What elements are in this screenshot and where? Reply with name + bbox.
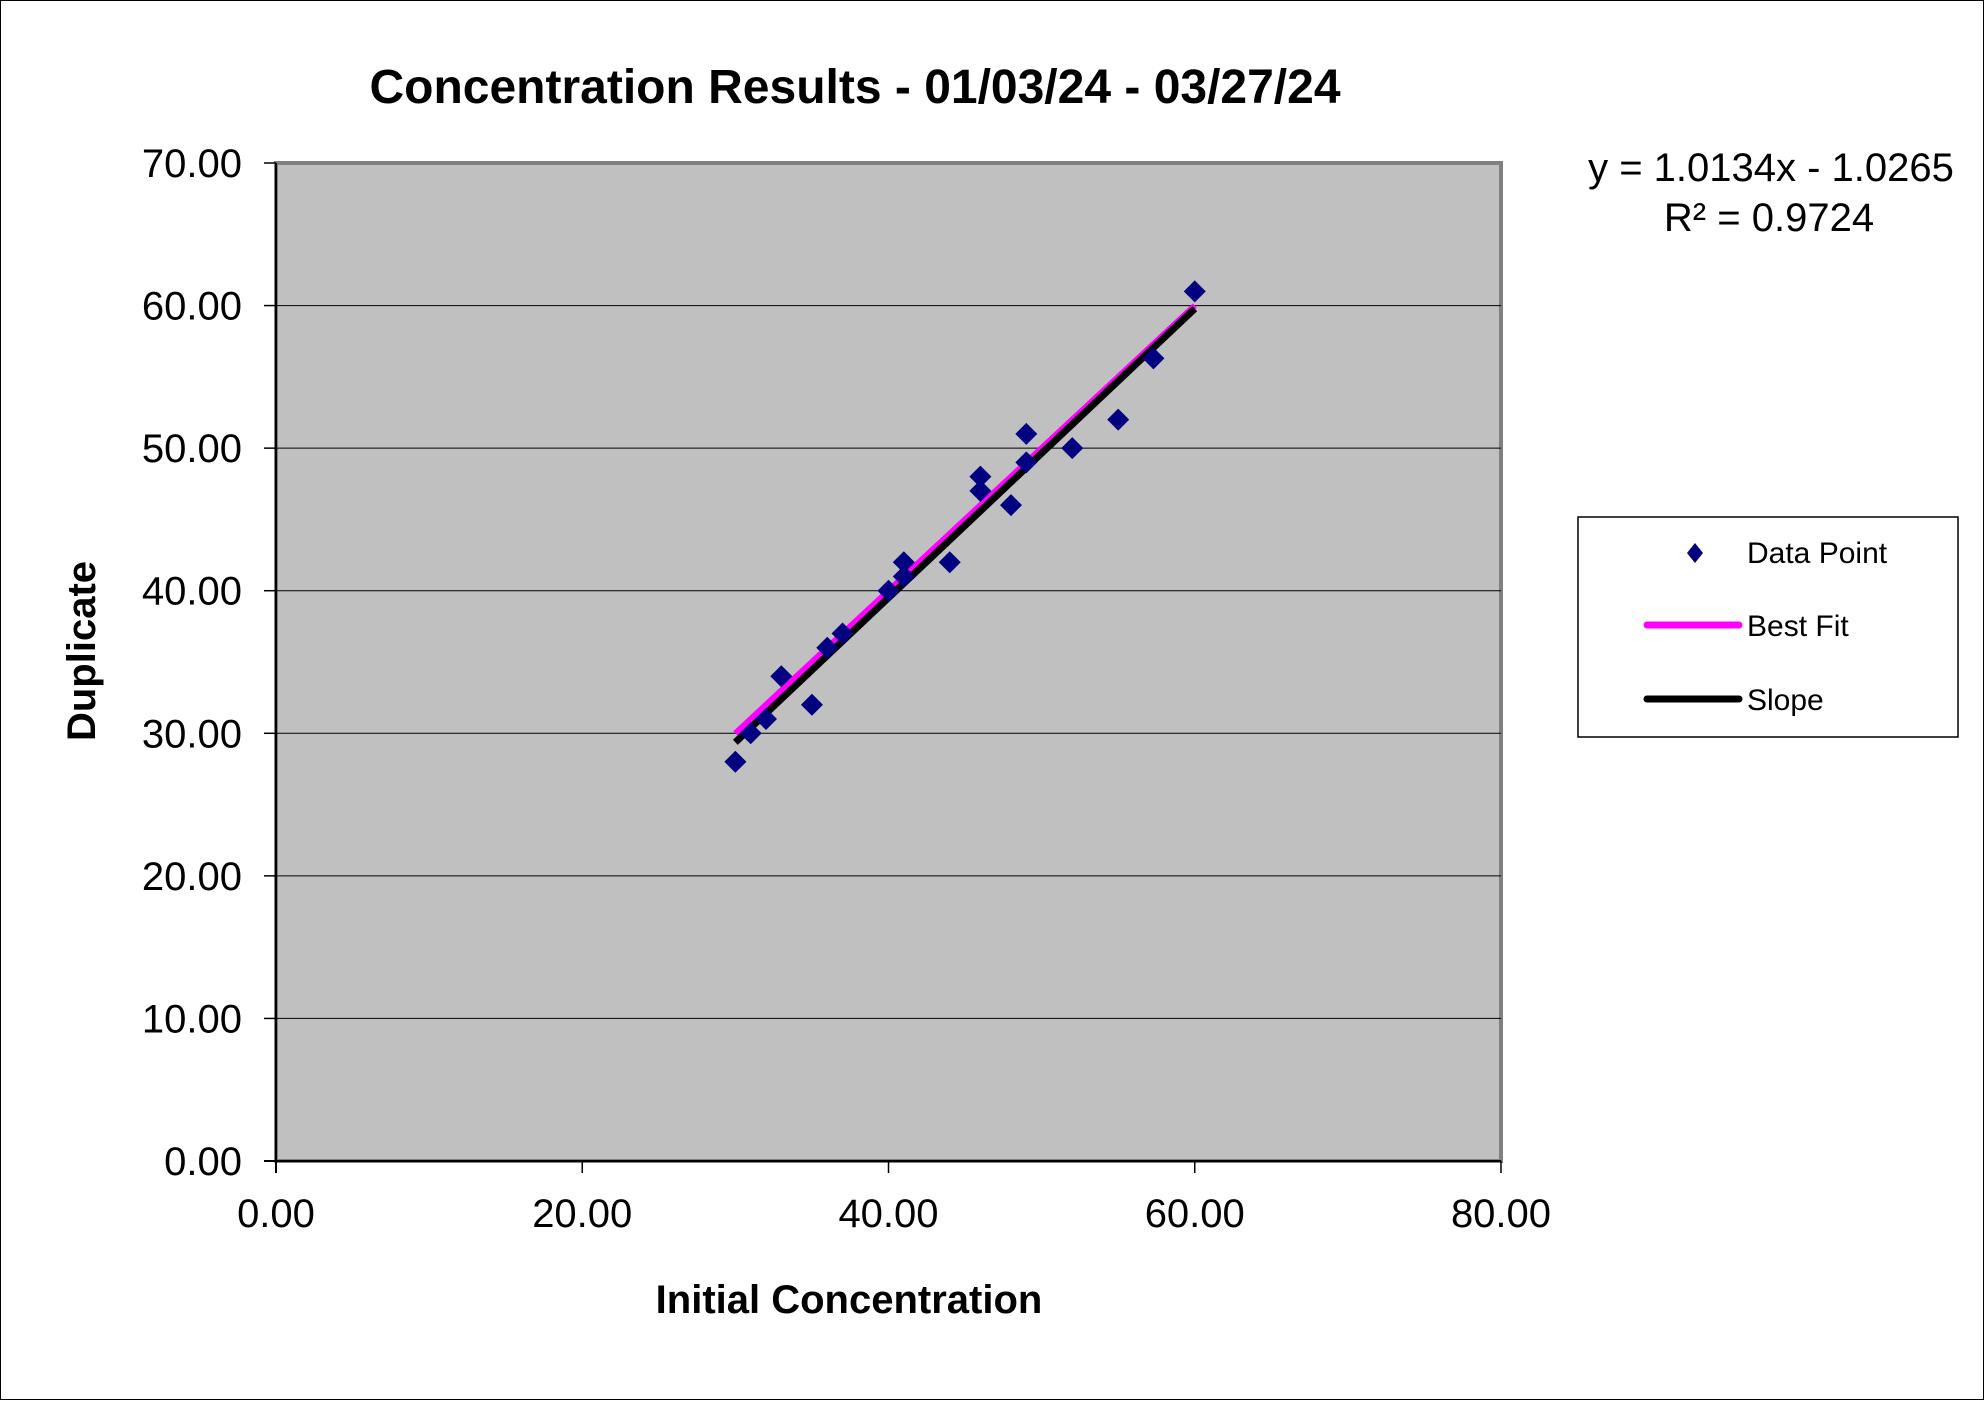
- x-tick-label: 60.00: [1145, 1192, 1245, 1236]
- x-tick-labels: 0.00 20.00 40.00 60.00 80.00: [237, 1192, 1551, 1236]
- data-point-marker: [1061, 437, 1084, 460]
- data-points: [724, 280, 1206, 773]
- y-axis-title: Duplicate: [60, 561, 104, 741]
- gridlines: [276, 305, 1501, 1019]
- r-squared-label: R² = 0.9724: [1664, 196, 1874, 240]
- data-point-marker: [816, 636, 839, 659]
- data-point-marker: [892, 565, 915, 588]
- legend-swatch-data-point: [1687, 543, 1703, 563]
- data-point-marker: [1142, 347, 1165, 370]
- data-point-marker: [831, 622, 854, 645]
- y-tick-label: 30.00: [142, 712, 242, 756]
- plot-area: [274, 161, 1503, 1163]
- y-tick-label: 10.00: [142, 997, 242, 1041]
- legend-label-slope: Slope: [1747, 684, 1824, 717]
- x-tick-label: 0.00: [237, 1192, 315, 1236]
- y-tick-label: 50.00: [142, 427, 242, 471]
- x-axis-title: Initial Concentration: [656, 1278, 1043, 1322]
- trend-lines: [732, 303, 1198, 745]
- data-point-marker: [892, 551, 915, 574]
- data-point-marker: [1015, 422, 1038, 445]
- data-point-marker: [1000, 494, 1022, 517]
- data-point-marker: [1107, 408, 1130, 431]
- y-tick-labels: 0.00 10.00 20.00 30.00 40.00 50.00 60.00 70.00: [142, 142, 242, 1184]
- data-point-marker: [969, 465, 992, 488]
- data-point-marker: [739, 722, 762, 745]
- x-tick-label: 40.00: [838, 1192, 938, 1236]
- y-tick-label: 20.00: [142, 855, 242, 899]
- data-point-marker: [877, 579, 900, 602]
- y-tick-label: 60.00: [142, 285, 242, 329]
- axes: [264, 162, 1502, 1173]
- data-point-marker: [969, 479, 992, 502]
- data-point-marker: [770, 665, 793, 688]
- legend: Data Point Best Fit Slope: [1577, 516, 1959, 738]
- legend-box: [1577, 516, 1959, 738]
- data-point-marker: [724, 750, 747, 773]
- data-point-marker: [938, 551, 961, 574]
- slope-line: [732, 306, 1198, 745]
- x-tick-label: 80.00: [1451, 1192, 1551, 1236]
- trendline-equation: y = 1.0134x - 1.0265: [1588, 146, 1954, 190]
- legend-label-best-fit: Best Fit: [1747, 610, 1849, 643]
- data-point-marker: [800, 693, 823, 716]
- chart-title: Concentration Results - 01/03/24 - 03/27…: [369, 61, 1340, 114]
- y-tick-label: 0.00: [164, 1140, 242, 1184]
- x-tick-label: 20.00: [532, 1192, 632, 1236]
- y-tick-label: 40.00: [142, 570, 242, 614]
- data-point-marker: [1183, 280, 1206, 303]
- data-point-marker: [755, 708, 777, 731]
- y-tick-label: 70.00: [142, 142, 242, 186]
- legend-label-data-point: Data Point: [1747, 537, 1888, 570]
- data-point-marker: [1015, 451, 1038, 474]
